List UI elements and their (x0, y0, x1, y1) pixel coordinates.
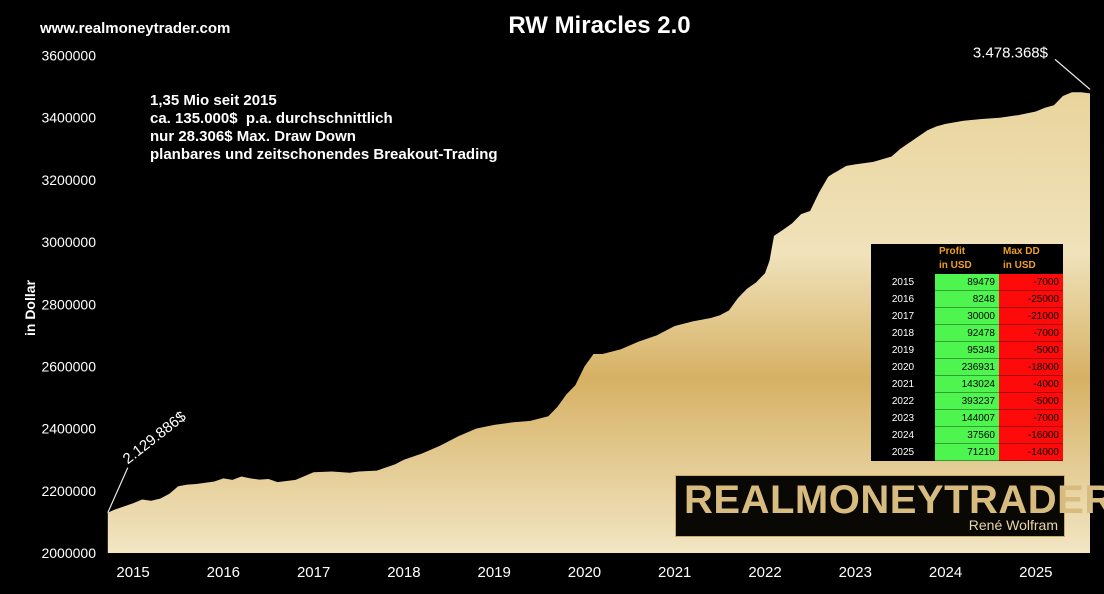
x-tick-label: 2017 (297, 564, 330, 581)
note-line: ca. 135.000$ p.a. durchschnittlich (150, 110, 393, 127)
table-row: 2021 143024 -4000 (871, 375, 1063, 393)
year-cell: 2023 (871, 409, 935, 427)
profit-cell: 37560 (935, 426, 999, 444)
site-url: www.realmoneytrader.com (40, 20, 231, 37)
x-tick-label: 2016 (207, 564, 240, 581)
maxdd-cell: -21000 (999, 307, 1063, 325)
year-cell: 2017 (871, 307, 935, 325)
maxdd-cell: -7000 (999, 409, 1063, 427)
profit-cell: 89479 (935, 274, 999, 291)
annotation-leader (107, 467, 129, 513)
profit-cell: 393237 (935, 392, 999, 410)
x-tick-label: 2015 (116, 564, 149, 581)
maxdd-cell: -25000 (999, 290, 1063, 308)
table-row: 2016 8248 -25000 (871, 290, 1063, 308)
maxdd-cell: -5000 (999, 392, 1063, 410)
logo-wordmark: REALMONEYTRADER (684, 478, 1104, 522)
year-cell: 2024 (871, 426, 935, 444)
brand-logo: REALMONEYTRADER René Wolfram (675, 475, 1104, 537)
y-tick-label: 2800000 (41, 296, 96, 312)
profit-cell: 8248 (935, 290, 999, 308)
y-tick-label: 3600000 (41, 48, 96, 64)
year-cell: 2019 (871, 341, 935, 359)
note-line: 1,35 Mio seit 2015 (150, 92, 277, 109)
maxdd-cell: -14000 (999, 443, 1063, 461)
header-maxdd: Max DD in USD (999, 244, 1063, 274)
table-row: 2024 37560 -16000 (871, 426, 1063, 444)
y-tick-label: 2600000 (41, 358, 96, 374)
maxdd-cell: -7000 (999, 274, 1063, 291)
year-cell: 2022 (871, 392, 935, 410)
year-cell: 2018 (871, 324, 935, 342)
y-axis-label: in Dollar (22, 280, 38, 337)
profit-cell: 144007 (935, 409, 999, 427)
maxdd-cell: -5000 (999, 341, 1063, 359)
end-value-annotation: 3.478.368$ (973, 44, 1049, 61)
note-line: nur 28.306$ Max. Draw Down (150, 128, 356, 145)
header-year (871, 244, 935, 274)
x-axis: 2015 2016 2017 2018 2019 2020 2021 2022 2023 2024… (116, 564, 1052, 581)
x-tick-label: 2022 (748, 564, 781, 581)
x-tick-label: 2019 (477, 564, 510, 581)
logo-signature: René Wolfram (968, 517, 1058, 533)
maxdd-cell: -7000 (999, 324, 1063, 342)
x-tick-label: 2018 (387, 564, 420, 581)
year-cell: 2020 (871, 358, 935, 376)
note-line: planbares und zeitschonendes Breakout-Tr… (150, 146, 498, 163)
table-row: 2017 30000 -21000 (871, 307, 1063, 325)
year-cell: 2015 (871, 274, 935, 291)
y-tick-label: 2200000 (41, 483, 96, 499)
x-tick-label: 2025 (1019, 564, 1052, 581)
notes-block: 1,35 Mio seit 2015 ca. 135.000$ p.a. dur… (150, 92, 498, 164)
year-cell: 2021 (871, 375, 935, 393)
y-tick-label: 3000000 (41, 234, 96, 250)
table-row: 2018 92478 -7000 (871, 324, 1063, 342)
table-row: 2015 89479 -7000 (871, 274, 1063, 291)
x-tick-label: 2021 (658, 564, 691, 581)
year-cell: 2016 (871, 290, 935, 308)
x-tick-label: 2024 (929, 564, 962, 581)
profit-cell: 71210 (935, 443, 999, 461)
table-row: 2022 393237 -5000 (871, 392, 1063, 410)
table-row: 2023 144007 -7000 (871, 409, 1063, 427)
y-tick-label: 2000000 (41, 545, 96, 561)
y-tick-label: 3400000 (41, 110, 96, 126)
profit-cell: 143024 (935, 375, 999, 393)
maxdd-cell: -18000 (999, 358, 1063, 376)
maxdd-cell: -4000 (999, 375, 1063, 393)
profit-cell: 95348 (935, 341, 999, 359)
table-row: 2020 236931 -18000 (871, 358, 1063, 376)
profit-cell: 236931 (935, 358, 999, 376)
maxdd-cell: -16000 (999, 426, 1063, 444)
y-tick-label: 3200000 (41, 172, 96, 188)
start-value-annotation: 2.129.886$ (120, 408, 190, 468)
y-tick-label: 2400000 (41, 421, 96, 437)
x-tick-label: 2023 (839, 564, 872, 581)
x-tick-label: 2020 (568, 564, 601, 581)
table-row: 2019 95348 -5000 (871, 341, 1063, 359)
profit-cell: 30000 (935, 307, 999, 325)
y-axis: 2000000 2200000 2400000 2600000 2800000 30000… (41, 48, 96, 561)
year-cell: 2025 (871, 443, 935, 461)
equity-area (107, 92, 1091, 553)
table-row: 2025 71210 -14000 (871, 443, 1063, 461)
chart-title: RW Miracles 2.0 (508, 12, 691, 39)
header-profit: Profit in USD (935, 244, 999, 274)
yearly-stats-table: Profit in USD Max DD in USD 2015 89479 -70… (871, 244, 1063, 461)
profit-cell: 92478 (935, 324, 999, 342)
annotation-leader (1054, 58, 1091, 90)
